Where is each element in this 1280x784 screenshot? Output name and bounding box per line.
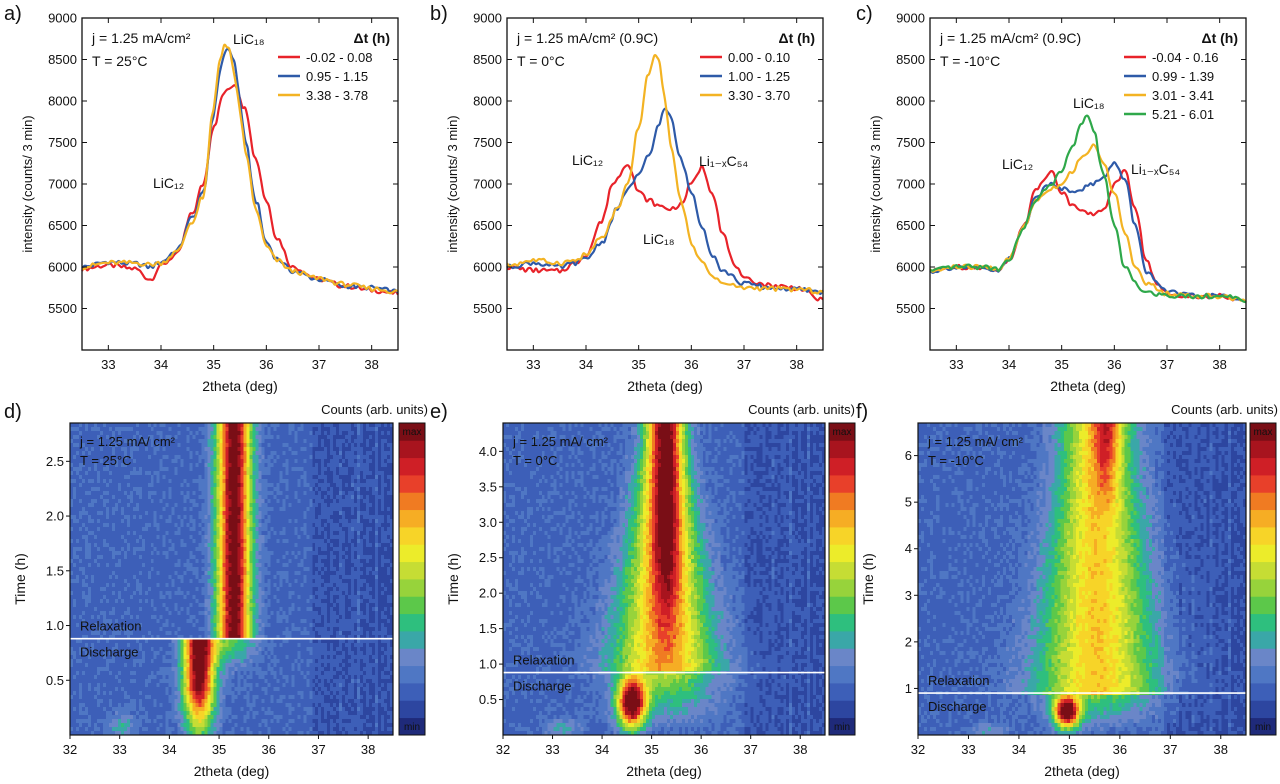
- condition-text: T = -10°C: [940, 53, 1000, 69]
- y-tick-label: 6500: [48, 218, 77, 233]
- heatmap-cells: [70, 423, 394, 736]
- series-line: [930, 170, 1246, 301]
- legend-entry: 3.01 - 3.41: [1152, 88, 1214, 103]
- panel-label: d): [4, 401, 22, 423]
- y-tick-label: 6000: [48, 260, 77, 275]
- legend-title: Δt (h): [1202, 30, 1239, 46]
- line-panel-2: c) 33 34 35 36 37 38 5500 6000 6500 7000 7500 8000 85…: [856, 3, 1246, 394]
- peak-annotation: LiC₁₂: [1002, 156, 1033, 172]
- y-tick-label: 6500: [473, 218, 502, 233]
- x-tick-label: 33: [526, 357, 540, 372]
- legend-entry: 3.30 - 3.70: [728, 88, 790, 103]
- legend-entry: -0.04 - 0.16: [1152, 50, 1219, 65]
- panel-label: a): [4, 3, 22, 25]
- x-tick-label: 34: [154, 357, 168, 372]
- y-tick-label: 7000: [896, 177, 925, 192]
- peak-annotation: LiC₁₂: [572, 152, 603, 168]
- legend-title: Δt (h): [354, 30, 391, 46]
- legend-entry: 0.99 - 1.39: [1152, 69, 1214, 84]
- x-axis-label: 2theta (deg): [202, 378, 278, 394]
- line-panel-1: b) 33 34 35 36 37 38 5500 6000 6500 7000 7500 8000 85…: [430, 3, 823, 394]
- y-axis-label: intensity (counts/ 3 min): [20, 115, 35, 252]
- legend-entry: 1.00 - 1.25: [728, 69, 790, 84]
- y-axis-label: intensity (counts/ 3 min): [868, 115, 883, 252]
- x-tick-label: 38: [1212, 357, 1226, 372]
- peak-annotation: LiC₁₈: [1073, 95, 1105, 111]
- series-line: [507, 109, 823, 294]
- legend-entry: -0.02 - 0.08: [306, 50, 373, 65]
- y-tick-label: 8500: [48, 52, 77, 67]
- y-tick-label: 8500: [896, 52, 925, 67]
- peak-annotation: LiC₁₈: [643, 231, 675, 247]
- x-tick-label: 37: [737, 357, 751, 372]
- y-tick-label: 6000: [896, 260, 925, 275]
- line-panel-0: a) 33 34 35 36 37 38 5500 6000 6500 7000 7500 8000 85…: [4, 3, 398, 394]
- peak-annotation: LiC₁₈: [233, 31, 265, 47]
- y-tick-label: 6000: [473, 260, 502, 275]
- condition-text: j = 1.25 mA/cm²: [91, 30, 191, 46]
- y-tick-label: 5500: [473, 301, 502, 316]
- condition-text: j = 1.25 mA/cm² (0.9C): [516, 30, 658, 46]
- panel-label: c): [856, 3, 873, 25]
- x-tick-label: 34: [1002, 357, 1016, 372]
- y-tick-label: 7500: [48, 135, 77, 150]
- y-tick-label: 9000: [48, 11, 77, 26]
- legend-entry: 0.00 - 0.10: [728, 50, 790, 65]
- peak-annotation: Li₁₋ₓC₅₄: [1131, 161, 1180, 177]
- y-tick-label: 5500: [48, 301, 77, 316]
- panel-label: b): [430, 3, 448, 25]
- series-line: [930, 162, 1246, 302]
- x-tick-label: 34: [579, 357, 593, 372]
- y-tick-label: 8000: [896, 94, 925, 109]
- y-tick-label: 8000: [48, 94, 77, 109]
- x-tick-label: 38: [789, 357, 803, 372]
- legend-title: Δt (h): [779, 30, 816, 46]
- y-tick-label: 7000: [48, 177, 77, 192]
- x-tick-label: 36: [684, 357, 698, 372]
- series-line: [82, 49, 398, 293]
- x-tick-label: 36: [1107, 357, 1121, 372]
- x-tick-label: 36: [259, 357, 273, 372]
- x-axis-label: 2theta (deg): [1050, 378, 1126, 394]
- y-tick-label: 7000: [473, 177, 502, 192]
- legend-entry: 3.38 - 3.78: [306, 88, 368, 103]
- peak-annotation: Li₁₋ₓC₅₄: [699, 153, 748, 169]
- x-tick-label: 37: [312, 357, 326, 372]
- y-axis-label: intensity (counts/ 3 min): [445, 115, 460, 252]
- x-tick-label: 35: [631, 357, 645, 372]
- x-tick-label: 38: [364, 357, 378, 372]
- y-tick-label: 9000: [473, 11, 502, 26]
- y-tick-label: 8000: [473, 94, 502, 109]
- x-axis-label: 2theta (deg): [627, 378, 703, 394]
- peak-annotation: LiC₁₂: [153, 175, 184, 191]
- y-tick-label: 9000: [896, 11, 925, 26]
- y-tick-label: 7500: [473, 135, 502, 150]
- condition-text: j = 1.25 mA/cm² (0.9C): [939, 30, 1081, 46]
- series-line: [930, 116, 1246, 303]
- legend-entry: 0.95 - 1.15: [306, 69, 368, 84]
- x-tick-label: 35: [206, 357, 220, 372]
- condition-text: T = 25°C: [92, 53, 148, 69]
- y-tick-label: 6500: [896, 218, 925, 233]
- x-tick-label: 33: [101, 357, 115, 372]
- legend-entry: 5.21 - 6.01: [1152, 107, 1214, 122]
- x-tick-label: 33: [949, 357, 963, 372]
- x-tick-label: 37: [1160, 357, 1174, 372]
- y-tick-label: 7500: [896, 135, 925, 150]
- series-line: [930, 144, 1246, 302]
- condition-text: T = 0°C: [517, 53, 565, 69]
- y-tick-label: 8500: [473, 52, 502, 67]
- x-tick-label: 35: [1054, 357, 1068, 372]
- y-tick-label: 5500: [896, 301, 925, 316]
